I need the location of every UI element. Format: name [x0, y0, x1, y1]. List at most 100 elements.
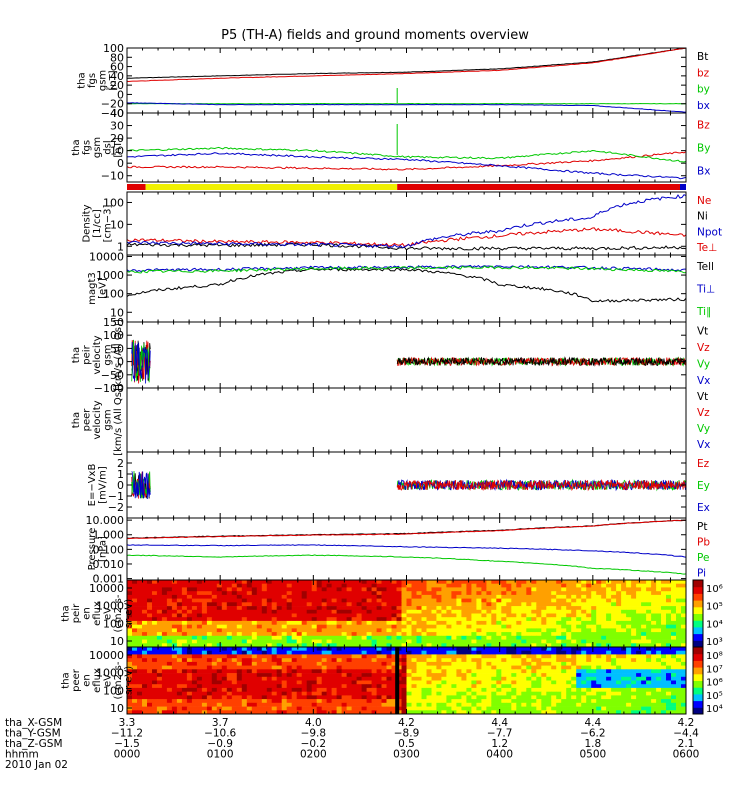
spec-cell-peir_spec [606, 617, 611, 621]
spec-cell-peir_spec [167, 584, 172, 588]
spec-cell-peer_spec [227, 658, 232, 662]
spec-cell-peer_spec [506, 677, 511, 681]
spec-cell-peir_spec [167, 591, 172, 595]
spec-cell-peir_spec [342, 640, 347, 644]
spec-cell-peer_spec [576, 692, 581, 696]
legend-fgs_gsm-by: by [697, 84, 710, 96]
spec-cell-peir_spec [187, 599, 192, 603]
spec-cell-peir_spec [496, 640, 501, 644]
spec-cell-peer_spec [142, 677, 147, 681]
legend-peir_vel-Vx: Vx [697, 375, 710, 387]
spec-cell-peir_spec [516, 640, 521, 644]
spec-cell-peer_spec [571, 692, 576, 696]
spec-cell-peir_spec [142, 636, 147, 640]
spec-cell-peir_spec [237, 602, 242, 606]
spec-cell-peir_spec [342, 602, 347, 606]
spec-cell-peir_spec [137, 587, 142, 591]
spec-cell-peer_spec [377, 658, 382, 662]
spec-cell-peir_spec [272, 621, 277, 625]
spec-cell-peir_spec [292, 584, 297, 588]
spec-cell-peer_spec [432, 662, 437, 666]
spec-cell-peir_spec [531, 614, 536, 618]
spec-cell-peir_spec [436, 610, 441, 614]
spec-cell-peer_spec [427, 692, 432, 696]
spec-cell-peer_spec [491, 669, 496, 673]
spec-cell-peir_spec [651, 602, 656, 606]
spec-cell-peir_spec [307, 632, 312, 636]
spec-cell-peir_spec [456, 610, 461, 614]
spec-cell-peir_spec [616, 628, 621, 632]
spec-cell-peir_spec [187, 584, 192, 588]
spec-cell-peer_spec [616, 654, 621, 658]
y-axis-label-peir_spec: tha [61, 605, 72, 621]
spec-cell-peir_spec [427, 617, 432, 621]
spec-cell-peer_spec [232, 684, 237, 688]
spec-cell-peer_spec [162, 692, 167, 696]
spec-cell-peir_spec [456, 636, 461, 640]
spec-cell-peir_spec [312, 587, 317, 591]
spec-cell-peer_spec [197, 695, 202, 699]
spec-cell-peir_spec [357, 614, 362, 618]
spec-cell-peer_spec [317, 666, 322, 670]
spec-cell-peir_spec [387, 602, 392, 606]
spec-cell-peir_spec [337, 621, 342, 625]
spec-cell-peer_spec [362, 684, 367, 688]
spec-cell-peer_spec [212, 695, 217, 699]
spec-cell-peer_spec [147, 703, 152, 707]
spec-cell-peir_spec [182, 625, 187, 629]
spec-cell-peir_spec [162, 610, 167, 614]
spec-cell-peir_spec [167, 614, 172, 618]
spec-cell-peir_spec [412, 599, 417, 603]
spec-cell-peir_spec [541, 621, 546, 625]
spec-cell-peir_spec [202, 614, 207, 618]
spec-cell-peer_spec [317, 677, 322, 681]
spec-cell-peer_spec [586, 647, 591, 651]
spec-cell-peer_spec [167, 707, 172, 711]
spec-cell-peir_spec [342, 636, 347, 640]
spec-cell-peer_spec [541, 707, 546, 711]
spec-cell-peir_spec [466, 610, 471, 614]
spec-cell-peir_spec [372, 632, 377, 636]
spec-cell-peer_spec [676, 699, 681, 703]
spec-cell-peer_spec [571, 695, 576, 699]
spec-cell-peir_spec [501, 636, 506, 640]
spec-cell-peer_spec [202, 684, 207, 688]
spec-cell-peir_spec [242, 625, 247, 629]
spec-cell-peer_spec [676, 684, 681, 688]
spec-cell-peir_spec [247, 591, 252, 595]
spec-cell-peir_spec [252, 617, 257, 621]
spec-cell-peer_spec [536, 669, 541, 673]
spec-cell-peir_spec [277, 606, 282, 610]
y-tick-label-fgs_dsl: 40 [110, 107, 124, 120]
spec-cell-peir_spec [267, 636, 272, 640]
spec-cell-peir_spec [202, 606, 207, 610]
spec-cell-peer_spec [222, 707, 227, 711]
spec-cell-peir_spec [167, 606, 172, 610]
spec-cell-peir_spec [227, 614, 232, 618]
spec-cell-peer_spec [422, 677, 427, 681]
spec-cell-peer_spec [272, 684, 277, 688]
spec-cell-peer_spec [646, 699, 651, 703]
spec-cell-peer_spec [147, 669, 152, 673]
spec-cell-peir_spec [481, 625, 486, 629]
spec-cell-peir_spec [466, 640, 471, 644]
spec-cell-peer_spec [297, 692, 302, 696]
spec-cell-peer_spec [182, 662, 187, 666]
spec-cell-peir_spec [456, 632, 461, 636]
spec-cell-peir_spec [621, 610, 626, 614]
spec-cell-peir_spec [486, 602, 491, 606]
spec-cell-peer_spec [372, 681, 377, 685]
spec-cell-peer_spec [207, 658, 212, 662]
spec-cell-peer_spec [192, 666, 197, 670]
spec-cell-peir_spec [302, 614, 307, 618]
spec-cell-peer_spec [257, 654, 262, 658]
spec-cell-peer_spec [491, 677, 496, 681]
spec-cell-peer_spec [232, 651, 237, 655]
spec-cell-peer_spec [486, 647, 491, 651]
spec-cell-peer_spec [676, 662, 681, 666]
spec-cell-peer_spec [601, 673, 606, 677]
spec-cell-peer_spec [272, 647, 277, 651]
spec-cell-peir_spec [676, 617, 681, 621]
spec-cell-peer_spec [277, 703, 282, 707]
spec-cell-peir_spec [526, 606, 531, 610]
